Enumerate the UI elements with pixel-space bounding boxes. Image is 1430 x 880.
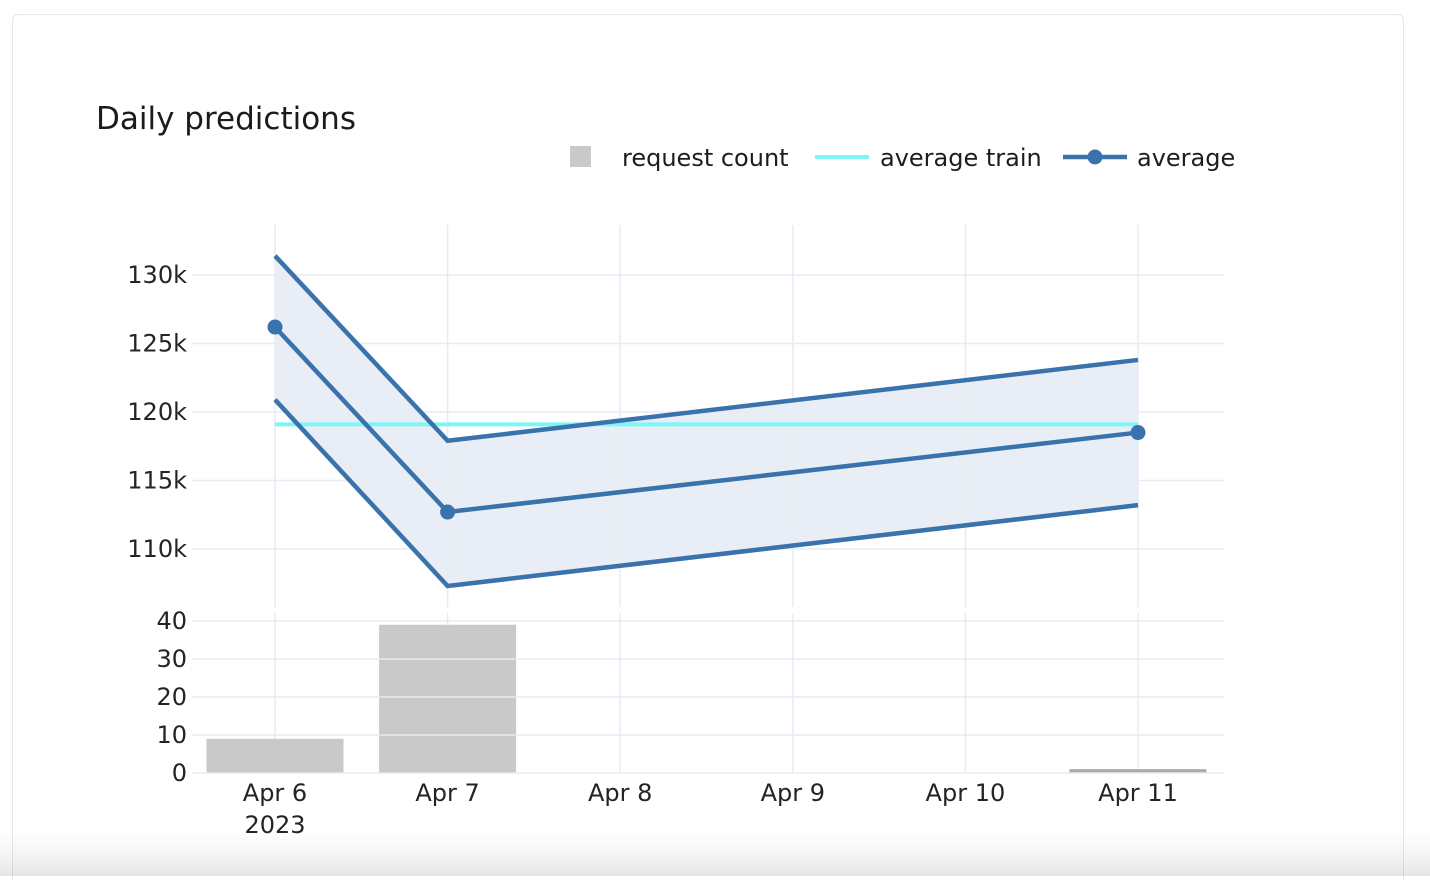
y-tick-label: 130k: [127, 261, 187, 289]
bottom-chart-y-axis-labels: 0 10 20 30 40: [156, 607, 187, 787]
data-point-marker[interactable]: [440, 504, 456, 520]
line-series[interactable]: [267, 254, 1146, 589]
request-count-bars[interactable]: [206, 613, 1207, 773]
x-tick-label: Apr 6: [243, 779, 307, 807]
chart-title: Daily predictions: [96, 101, 356, 137]
y-tick-label: 110k: [127, 535, 187, 563]
legend-item-average[interactable]: average: [1063, 144, 1235, 172]
x-tick-label: Apr 9: [761, 779, 825, 807]
data-point-marker[interactable]: [267, 319, 283, 335]
legend: request count average train average: [570, 144, 1235, 172]
legend-item-request-count[interactable]: request count: [570, 144, 789, 172]
x-tick-year-label: 2023: [244, 811, 305, 839]
bottom-chart-gridlines: [192, 620, 1224, 774]
x-axis-labels: Apr 6 2023 Apr 7 Apr 8 Apr 9 Apr 10 Apr 11: [243, 779, 1178, 839]
top-chart-y-axis-labels: 110k 115k 120k 125k 130k: [127, 261, 187, 563]
confidence-band: [275, 255, 1138, 586]
confidence-band-fill: [275, 255, 1138, 586]
y-tick-label: 125k: [127, 330, 187, 358]
y-tick-label: 120k: [127, 398, 187, 426]
top-chart-gridlines: [192, 225, 1224, 607]
legend-dot-icon: [1087, 149, 1103, 165]
data-point-marker[interactable]: [1130, 425, 1146, 441]
x-tick-label: Apr 8: [588, 779, 652, 807]
legend-item-average-train[interactable]: average train: [815, 144, 1042, 172]
x-tick-label: Apr 10: [926, 779, 1006, 807]
legend-square-swatch: [570, 146, 591, 167]
legend-label-request-count: request count: [622, 144, 789, 172]
lower-bound-line[interactable]: [273, 398, 1139, 589]
bar-apr-6[interactable]: [206, 738, 344, 773]
y-tick-label: 0: [172, 759, 187, 787]
x-tick-label: Apr 7: [415, 779, 479, 807]
upper-bound-line[interactable]: [273, 254, 1139, 444]
y-tick-label: 10: [156, 721, 187, 749]
y-tick-label: 20: [156, 683, 187, 711]
y-tick-label: 115k: [127, 467, 187, 495]
bar-apr-11[interactable]: [1069, 769, 1207, 773]
y-tick-label: 30: [156, 645, 187, 673]
legend-label-average: average: [1137, 144, 1235, 172]
legend-label-average-train: average train: [880, 144, 1042, 172]
y-tick-label: 40: [156, 607, 187, 635]
bar-apr-7[interactable]: [379, 624, 517, 773]
x-tick-label: Apr 11: [1098, 779, 1178, 807]
